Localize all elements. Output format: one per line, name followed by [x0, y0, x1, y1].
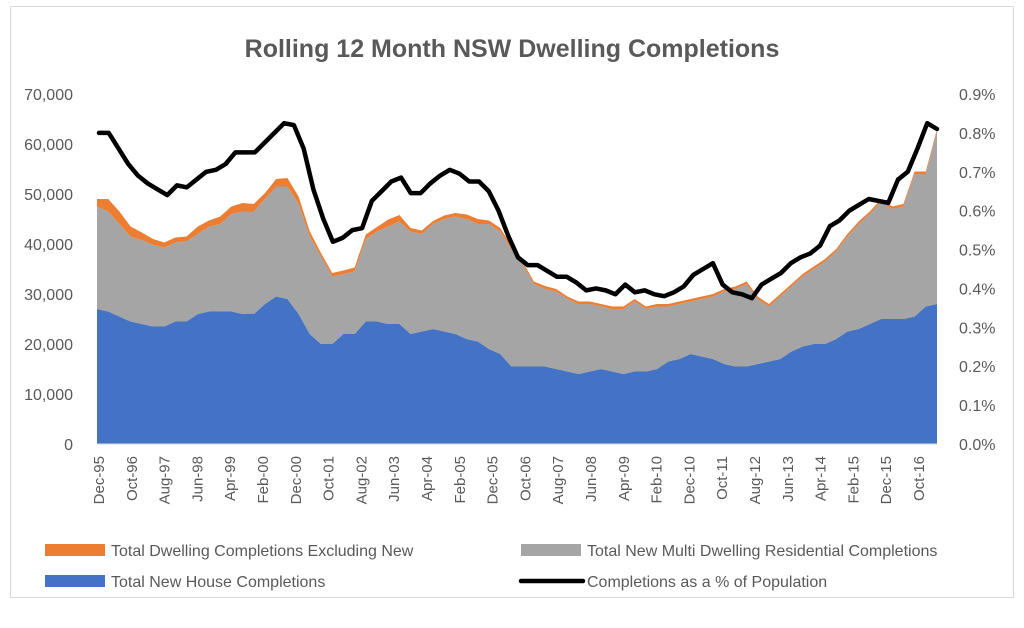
legend-swatch: [521, 544, 581, 556]
x-axis-tick-label: Aug-07: [550, 456, 567, 504]
left-axis-tick-label: 10,000: [24, 387, 73, 404]
x-axis-tick-label: Oct-96: [124, 456, 141, 501]
left-axis-tick-label: 0: [64, 437, 73, 454]
legend-swatch: [45, 575, 105, 587]
right-axis-ticks: 0.0% 0.1% 0.2% 0.3% 0.4% 0.5% 0.6% 0.7% 0.8% 0.9%: [959, 87, 995, 454]
right-axis-tick-label: 0.3%: [959, 320, 995, 337]
right-axis-tick-label: 0.7%: [959, 165, 995, 182]
left-axis-tick-label: 20,000: [24, 337, 73, 354]
right-axis-tick-label: 0.9%: [959, 87, 995, 104]
area-line-chart: Rolling 12 Month NSW Dwelling Completion…: [24, 35, 995, 591]
chart-frame: Rolling 12 Month NSW Dwelling Completion…: [10, 6, 1014, 598]
x-axis-tick-label: Apr-14: [813, 456, 830, 501]
left-axis-ticks: 0 10,000 20,000 30,000 40,000 50,000 60,000 70,…: [24, 87, 73, 454]
population-line-layer: [96, 120, 940, 301]
x-axis-tick-label: Oct-11: [714, 456, 731, 500]
x-axis-tick-label: Aug-02: [353, 456, 370, 504]
x-axis-tick-label: Feb-15: [845, 456, 862, 504]
left-axis-tick-label: 60,000: [24, 137, 73, 154]
line-series-population: [96, 120, 940, 301]
x-axis-tick-label: Feb-00: [255, 456, 272, 504]
x-axis-tick-label: Apr-09: [616, 456, 633, 501]
x-axis-ticks: Dec-95 Oct-96 Aug-97 Jun-98 Apr-99 Feb-00 Dec-…: [91, 443, 937, 504]
left-axis-tick-label: 40,000: [24, 237, 73, 254]
area-series-1: [97, 131, 937, 374]
stacked-areas: [97, 129, 937, 444]
x-axis-tick-label: Jun-98: [189, 456, 206, 502]
right-axis-tick-label: 0.1%: [959, 398, 995, 415]
left-axis-tick-label: 50,000: [24, 187, 73, 204]
legend-label: Completions as a % of Population: [587, 574, 827, 591]
legend: Total Dwelling Completions Excluding New…: [45, 543, 937, 591]
x-axis-tick-label: Dec-15: [878, 456, 895, 504]
right-axis-tick-label: 0.8%: [959, 126, 995, 143]
left-axis-tick-label: 30,000: [24, 287, 73, 304]
x-axis-tick-label: Oct-01: [321, 456, 338, 501]
x-axis-tick-label: Aug-12: [747, 456, 764, 504]
legend-label: Total New Multi Dwelling Residential Com…: [587, 543, 937, 560]
x-axis-tick-label: Feb-10: [649, 456, 666, 504]
x-axis-tick-label: Jun-08: [583, 456, 600, 502]
x-axis-tick-label: Jun-03: [386, 456, 403, 502]
area-series-0: [97, 296, 937, 444]
x-axis-tick-label: Dec-05: [485, 456, 502, 504]
left-axis-tick-label: 70,000: [24, 87, 73, 104]
x-axis-tick-label: Dec-10: [681, 456, 698, 504]
x-axis-tick-label: Dec-00: [288, 456, 305, 504]
legend-swatch: [45, 544, 105, 556]
x-axis-tick-label: Dec-95: [91, 456, 108, 504]
legend-label: Total New House Completions: [111, 574, 325, 591]
right-axis-tick-label: 0.5%: [959, 243, 995, 260]
right-axis-tick-label: 0.0%: [959, 437, 995, 454]
x-axis-tick-label: Oct-16: [911, 456, 928, 501]
right-axis-tick-label: 0.4%: [959, 281, 995, 298]
chart-title: Rolling 12 Month NSW Dwelling Completion…: [245, 35, 780, 63]
x-axis-tick-label: Apr-04: [419, 456, 436, 501]
x-axis-tick-label: Jun-13: [780, 456, 797, 502]
x-axis-tick-label: Feb-05: [452, 456, 469, 504]
x-axis-tick-label: Aug-97: [157, 456, 174, 504]
legend-label: Total Dwelling Completions Excluding New: [111, 543, 414, 560]
x-axis-tick-label: Oct-06: [517, 456, 534, 501]
right-axis-tick-label: 0.6%: [959, 204, 995, 221]
right-axis-tick-label: 0.2%: [959, 359, 995, 376]
x-axis-tick-label: Apr-99: [222, 456, 239, 501]
